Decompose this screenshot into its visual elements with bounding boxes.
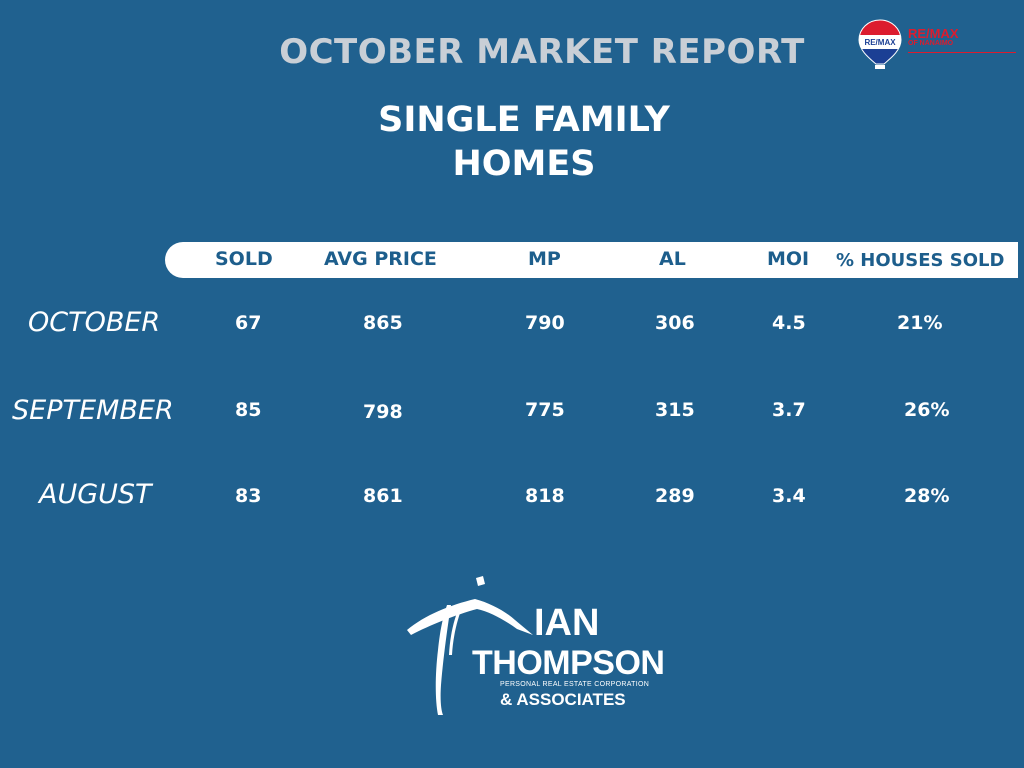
remax-sub: OF NANAIMO <box>908 40 954 47</box>
agent-name-first: IAN <box>534 602 600 644</box>
cell-sold: 67 <box>235 312 262 334</box>
remax-wordmark: RE/MAX OF NANAIMO <box>908 27 959 48</box>
report-title: OCTOBER MARKET REPORT <box>279 32 805 72</box>
remax-balloon-icon: RE/MAX <box>858 19 902 69</box>
subtitle-line-1: SINGLE FAMILY <box>378 100 670 140</box>
cell-mp: 775 <box>525 399 565 421</box>
cell-al: 315 <box>655 399 695 421</box>
cell-mp: 790 <box>525 312 565 334</box>
cell-houses-sold: 28% <box>904 485 950 507</box>
header-al: AL <box>659 248 686 270</box>
cell-al: 289 <box>655 485 695 507</box>
header-sold: SOLD <box>215 248 273 270</box>
agent-logo <box>405 575 675 720</box>
subtitle-line-2: HOMES <box>452 144 596 184</box>
agent-associates: & ASSOCIATES <box>500 690 626 709</box>
cell-moi: 3.4 <box>772 485 806 507</box>
month-august: AUGUST <box>39 479 152 510</box>
remax-divider <box>908 52 1016 53</box>
remax-logo: RE/MAX <box>858 18 1018 70</box>
header-moi: MOI <box>767 248 810 270</box>
cell-al: 306 <box>655 312 695 334</box>
cell-sold: 85 <box>235 399 262 421</box>
header-avg-price: AVG PRICE <box>324 248 437 270</box>
remax-balloon-text: RE/MAX <box>864 38 896 47</box>
agent-figure-icon <box>407 576 533 715</box>
cell-avg-price: 798 <box>363 401 403 423</box>
header-mp: MP <box>528 248 561 270</box>
agent-corporation: PERSONAL REAL ESTATE CORPORATION <box>500 681 650 688</box>
cell-houses-sold: 21% <box>897 312 943 334</box>
cell-houses-sold: 26% <box>904 399 950 421</box>
cell-moi: 4.5 <box>772 312 806 334</box>
remax-brand: RE/MAX <box>908 26 959 41</box>
agent-name-last: THOMPSON <box>472 644 665 682</box>
cell-sold: 83 <box>235 485 262 507</box>
cell-moi: 3.7 <box>772 399 806 421</box>
cell-avg-price: 865 <box>363 312 403 334</box>
month-september: SEPTEMBER <box>12 395 174 426</box>
subtitle: SINGLE FAMILY HOMES <box>0 98 1024 186</box>
cell-mp: 818 <box>525 485 565 507</box>
cell-avg-price: 861 <box>363 485 403 507</box>
month-october: OCTOBER <box>28 307 161 338</box>
header-houses-sold: % HOUSES SOLD <box>836 250 1005 271</box>
table-header-bar <box>165 242 1018 278</box>
